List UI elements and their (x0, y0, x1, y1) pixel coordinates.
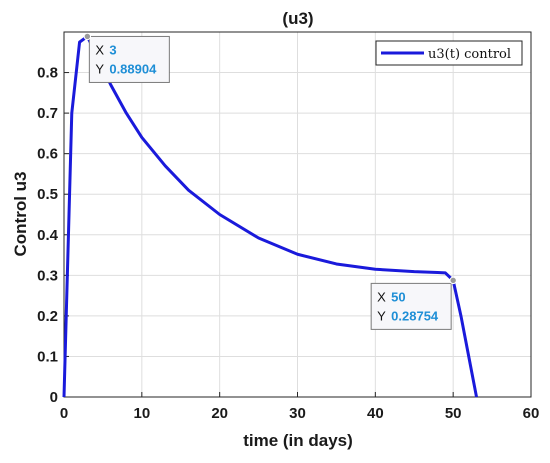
y-tick-label: 0.4 (37, 227, 59, 244)
y-tick-label: 0.2 (37, 308, 58, 325)
datatip-box (370, 282, 452, 330)
tick-labels: 0 10 20 30 40 50 60 0 0.1 0.2 0.3 0.4 0.5 0.6 0.7 0.8 (37, 65, 539, 422)
y-tick-label: 0.8 (37, 65, 58, 82)
y-tick-label: 0.7 (37, 105, 58, 122)
datatip-y-key: Y (377, 308, 386, 323)
datatip-y-value: 0.28754 (391, 308, 439, 323)
y-tick-label: 0.1 (37, 348, 58, 365)
x-axis-label: time (in days) (243, 431, 353, 450)
datatip-x-value: 3 (109, 42, 116, 57)
legend-entry: u3(t) control (428, 47, 511, 62)
datatip-y-key: Y (95, 61, 104, 76)
x-tick-label: 20 (211, 405, 228, 422)
datatip[interactable]: X 3Y 0.88904 (83, 32, 170, 83)
y-tick-label: 0.5 (37, 186, 58, 203)
series-line (62, 34, 478, 398)
x-tick-label: 50 (445, 405, 462, 422)
x-tick-label: 30 (289, 405, 306, 422)
datatip-x-key: X (377, 289, 386, 304)
x-tick-label: 10 (133, 405, 150, 422)
datatip-box (88, 35, 170, 83)
x-tick-label: 60 (523, 405, 540, 422)
y-tick-label: 0.3 (37, 267, 58, 284)
datatip-x-value: 50 (391, 289, 405, 304)
y-tick-label: 0.6 (37, 146, 58, 163)
x-tick-label: 40 (367, 405, 384, 422)
datatip-y-value: 0.88904 (109, 61, 157, 76)
datatip-marker (449, 276, 457, 285)
datatip[interactable]: X 50 Y 0.28754 (370, 276, 457, 330)
y-tick-label: 0 (50, 389, 58, 406)
chart-title: (u3) (282, 9, 313, 28)
grid (63, 32, 532, 398)
y-axis-label: Control u3 (11, 172, 30, 257)
series-group (62, 34, 478, 398)
datatip-x-key: X (95, 42, 104, 57)
x-tick-label: 0 (60, 405, 68, 422)
legend[interactable]: u3(t) control (375, 40, 523, 66)
datatip-marker (83, 32, 92, 41)
